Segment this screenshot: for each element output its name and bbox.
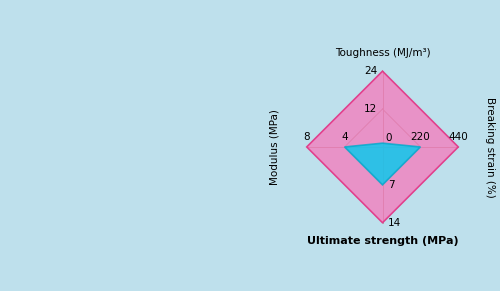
Text: 440: 440 [448,132,468,142]
Polygon shape [306,71,458,223]
Text: 0: 0 [386,133,392,143]
Text: 7: 7 [388,180,394,190]
Text: 8: 8 [304,132,310,142]
Text: 12: 12 [364,104,377,114]
Text: Modulus (MPa): Modulus (MPa) [270,109,280,185]
Text: Breaking strain (%): Breaking strain (%) [485,97,495,197]
Text: Toughness (MJ/m³): Toughness (MJ/m³) [334,47,430,58]
Text: 24: 24 [364,66,377,76]
Text: 4: 4 [342,132,348,142]
Polygon shape [344,143,420,185]
Text: Ultimate strength (MPa): Ultimate strength (MPa) [306,236,458,246]
Text: 14: 14 [388,218,401,228]
Text: 220: 220 [410,132,430,142]
